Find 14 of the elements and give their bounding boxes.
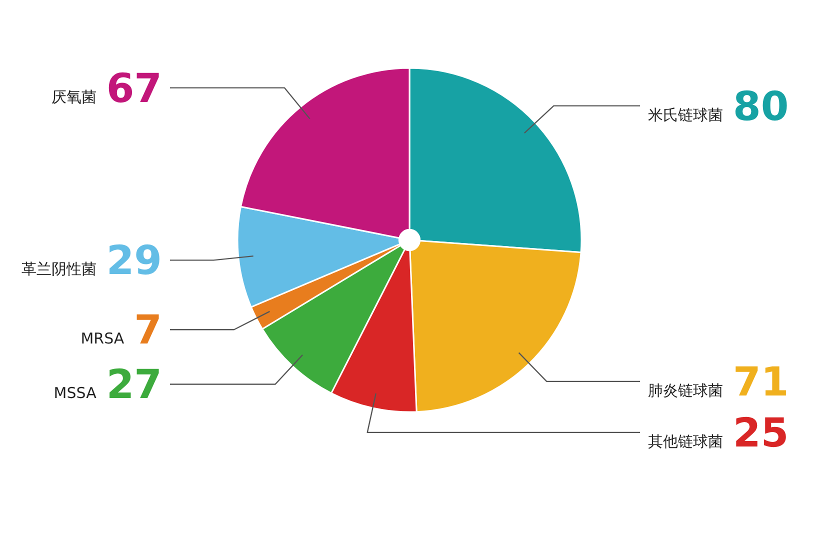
slice-label: MSSA xyxy=(54,384,98,402)
data-label: 67 xyxy=(106,66,162,112)
data-label: 25 xyxy=(733,410,789,456)
slice-label: 米氏链球菌 xyxy=(648,106,723,124)
slice-label: 其他链球菌 xyxy=(648,432,723,450)
data-label: 80 xyxy=(733,84,789,130)
slice-label: 革兰阴性菌 xyxy=(21,260,96,278)
slice-label: MRSA xyxy=(80,330,125,348)
data-label: 71 xyxy=(733,359,789,406)
data-label: 7 xyxy=(134,308,162,354)
data-label: 27 xyxy=(106,362,162,408)
slice-label: 厌氧菌 xyxy=(51,88,96,106)
slice-label: 肺炎链球菌 xyxy=(648,381,723,400)
data-label: 29 xyxy=(106,238,162,284)
